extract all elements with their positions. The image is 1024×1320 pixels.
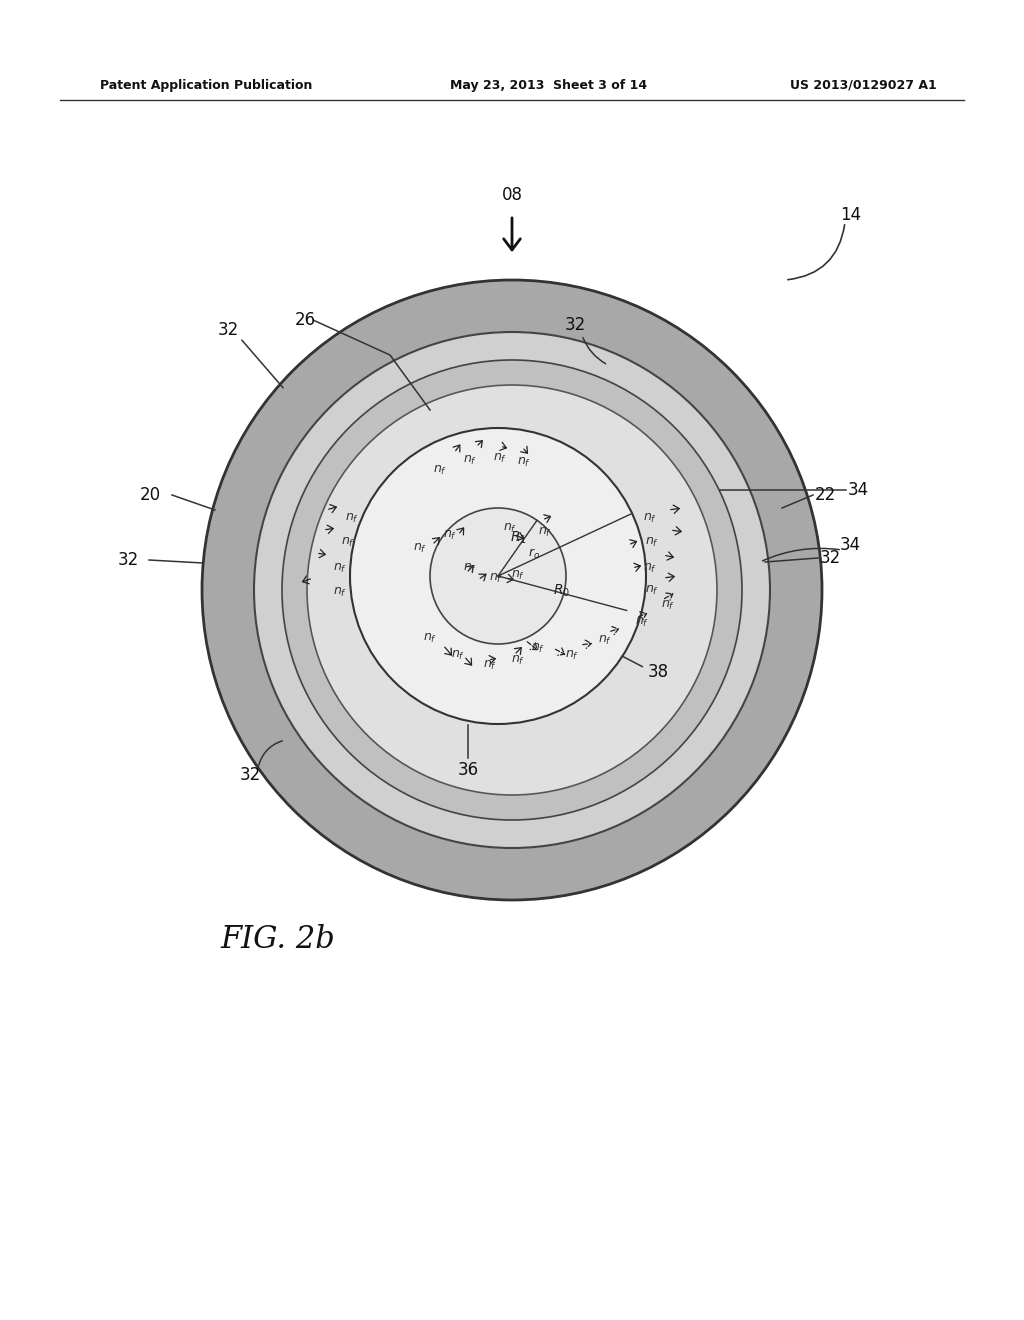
Circle shape (307, 385, 717, 795)
Text: 14: 14 (840, 206, 861, 224)
Text: $n_f$: $n_f$ (483, 659, 497, 672)
Text: 32: 32 (564, 315, 586, 334)
Text: May 23, 2013  Sheet 3 of 14: May 23, 2013 Sheet 3 of 14 (450, 78, 647, 91)
Text: 36: 36 (458, 762, 478, 779)
Circle shape (430, 508, 566, 644)
Text: $n_f$: $n_f$ (643, 511, 657, 524)
Text: $n_f$: $n_f$ (503, 521, 517, 535)
Text: $r_o$: $r_o$ (528, 546, 540, 561)
Text: $n_f$: $n_f$ (443, 528, 457, 541)
Text: $n_f$: $n_f$ (341, 536, 355, 549)
Text: $n_f$: $n_f$ (660, 598, 675, 611)
Text: Patent Application Publication: Patent Application Publication (100, 78, 312, 91)
Text: 32: 32 (217, 321, 239, 339)
Text: $n_f$: $n_f$ (493, 451, 507, 465)
Text: $n_f$: $n_f$ (488, 572, 503, 585)
Text: 32: 32 (240, 766, 261, 784)
Text: $n_f$: $n_f$ (333, 561, 347, 574)
Circle shape (282, 360, 742, 820)
Text: $n_f$: $n_f$ (645, 583, 659, 597)
Text: $n_f$: $n_f$ (538, 525, 552, 539)
Text: 32: 32 (820, 549, 842, 568)
Text: $n_f$: $n_f$ (645, 536, 659, 549)
Text: $n_f$: $n_f$ (345, 511, 359, 524)
Text: 08: 08 (502, 186, 522, 205)
Text: $n_f$: $n_f$ (511, 569, 525, 582)
Text: $n_f$: $n_f$ (463, 454, 477, 466)
Text: 32: 32 (118, 550, 138, 569)
Text: $n_f$: $n_f$ (433, 463, 447, 477)
Text: $n_f$: $n_f$ (598, 634, 612, 647)
Text: $n_f$: $n_f$ (511, 653, 525, 667)
Text: $n_f$: $n_f$ (635, 615, 649, 628)
Circle shape (202, 280, 822, 900)
Text: $n_f$: $n_f$ (413, 541, 427, 554)
Circle shape (350, 428, 646, 723)
Text: $n_f$: $n_f$ (451, 648, 465, 661)
Text: $n_f$: $n_f$ (531, 642, 545, 655)
Text: $n_f$: $n_f$ (423, 631, 437, 644)
Text: FIG. 2b: FIG. 2b (220, 924, 335, 956)
Text: 26: 26 (295, 312, 315, 329)
Text: $n_f$: $n_f$ (565, 648, 579, 661)
Text: 38: 38 (648, 663, 669, 681)
Text: $n_f$: $n_f$ (463, 561, 477, 574)
Text: 22: 22 (815, 486, 837, 504)
Text: $n_f$: $n_f$ (517, 455, 531, 469)
Text: 20: 20 (139, 486, 161, 504)
Text: $n_f$: $n_f$ (643, 561, 657, 574)
Text: 34: 34 (848, 480, 869, 499)
Text: $R_1$: $R_1$ (510, 529, 527, 546)
Text: US 2013/0129027 A1: US 2013/0129027 A1 (790, 78, 937, 91)
Text: $R_0$: $R_0$ (553, 583, 570, 599)
Text: $n_f$: $n_f$ (333, 586, 347, 598)
Circle shape (254, 333, 770, 847)
Text: 34: 34 (840, 536, 861, 554)
